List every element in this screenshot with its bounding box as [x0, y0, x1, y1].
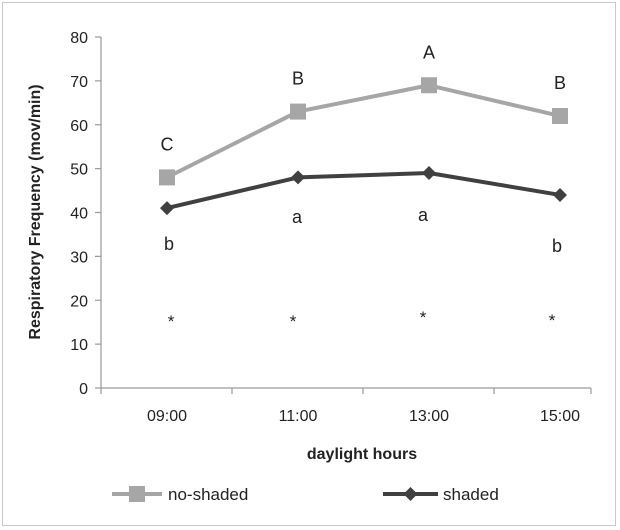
y-tick-label: 0 [79, 381, 88, 398]
data-point-no-shaded [421, 77, 437, 94]
significance-asterisk: * [549, 311, 556, 330]
legend-label-shaded: shaded [443, 485, 499, 504]
significance-letter-lower: a [418, 205, 429, 225]
x-tick-label: 11:00 [279, 408, 318, 425]
y-tick-label: 10 [70, 337, 88, 354]
y-tick-label: 70 [70, 74, 88, 91]
data-point-no-shaded [552, 107, 568, 124]
significance-asterisk: * [168, 312, 175, 331]
significance-letter-upper: B [292, 69, 304, 89]
significance-asterisk: * [420, 308, 427, 327]
series-line-shaded [166, 171, 561, 211]
y-tick-label: 80 [70, 30, 88, 47]
axes [95, 36, 592, 394]
x-tick-labels: 09:00 11:00 13:00 15:00 [147, 408, 580, 425]
significance-letter-upper: A [423, 42, 435, 62]
legend: no-shaded shaded [112, 485, 499, 504]
y-tick-label: 40 [70, 206, 88, 223]
data-point-shaded [160, 201, 174, 216]
significance-letter-upper: B [554, 73, 566, 93]
x-tick-label: 15:00 [540, 408, 580, 425]
significance-letter-lower: b [552, 236, 562, 256]
y-tick-label: 60 [70, 118, 88, 135]
y-tick-labels: 0 10 20 30 40 50 60 70 80 [70, 30, 88, 398]
x-axis-label: daylight hours [307, 446, 417, 463]
series-layer [159, 77, 568, 216]
data-point-shaded [553, 187, 567, 202]
chart-frame [2, 2, 616, 526]
annotations: C B A Bb a a b * * * * [161, 42, 567, 331]
significance-asterisk: * [290, 312, 297, 331]
legend-marker-shaded [403, 487, 418, 501]
data-point-shaded [422, 166, 436, 181]
x-tick-label: 13:00 [409, 408, 449, 425]
legend-label-no-shaded: no-shaded [168, 485, 248, 504]
data-point-no-shaded [290, 103, 306, 120]
significance-letter-lower: a [292, 207, 303, 227]
series-line-no-shaded [166, 83, 561, 180]
significance-letter-lower: b [164, 234, 174, 254]
y-tick-label: 30 [70, 249, 88, 266]
y-tick-label: 20 [70, 293, 88, 310]
x-tick-label: 09:00 [147, 408, 187, 425]
data-point-shaded [291, 170, 305, 185]
legend-marker-no-shaded [129, 486, 145, 502]
significance-letter-upper: C [161, 134, 174, 154]
y-tick-label: 50 [70, 162, 88, 179]
data-point-no-shaded [159, 169, 175, 186]
y-axis-label: Respiratory Frequency (mov/min) [27, 84, 44, 339]
